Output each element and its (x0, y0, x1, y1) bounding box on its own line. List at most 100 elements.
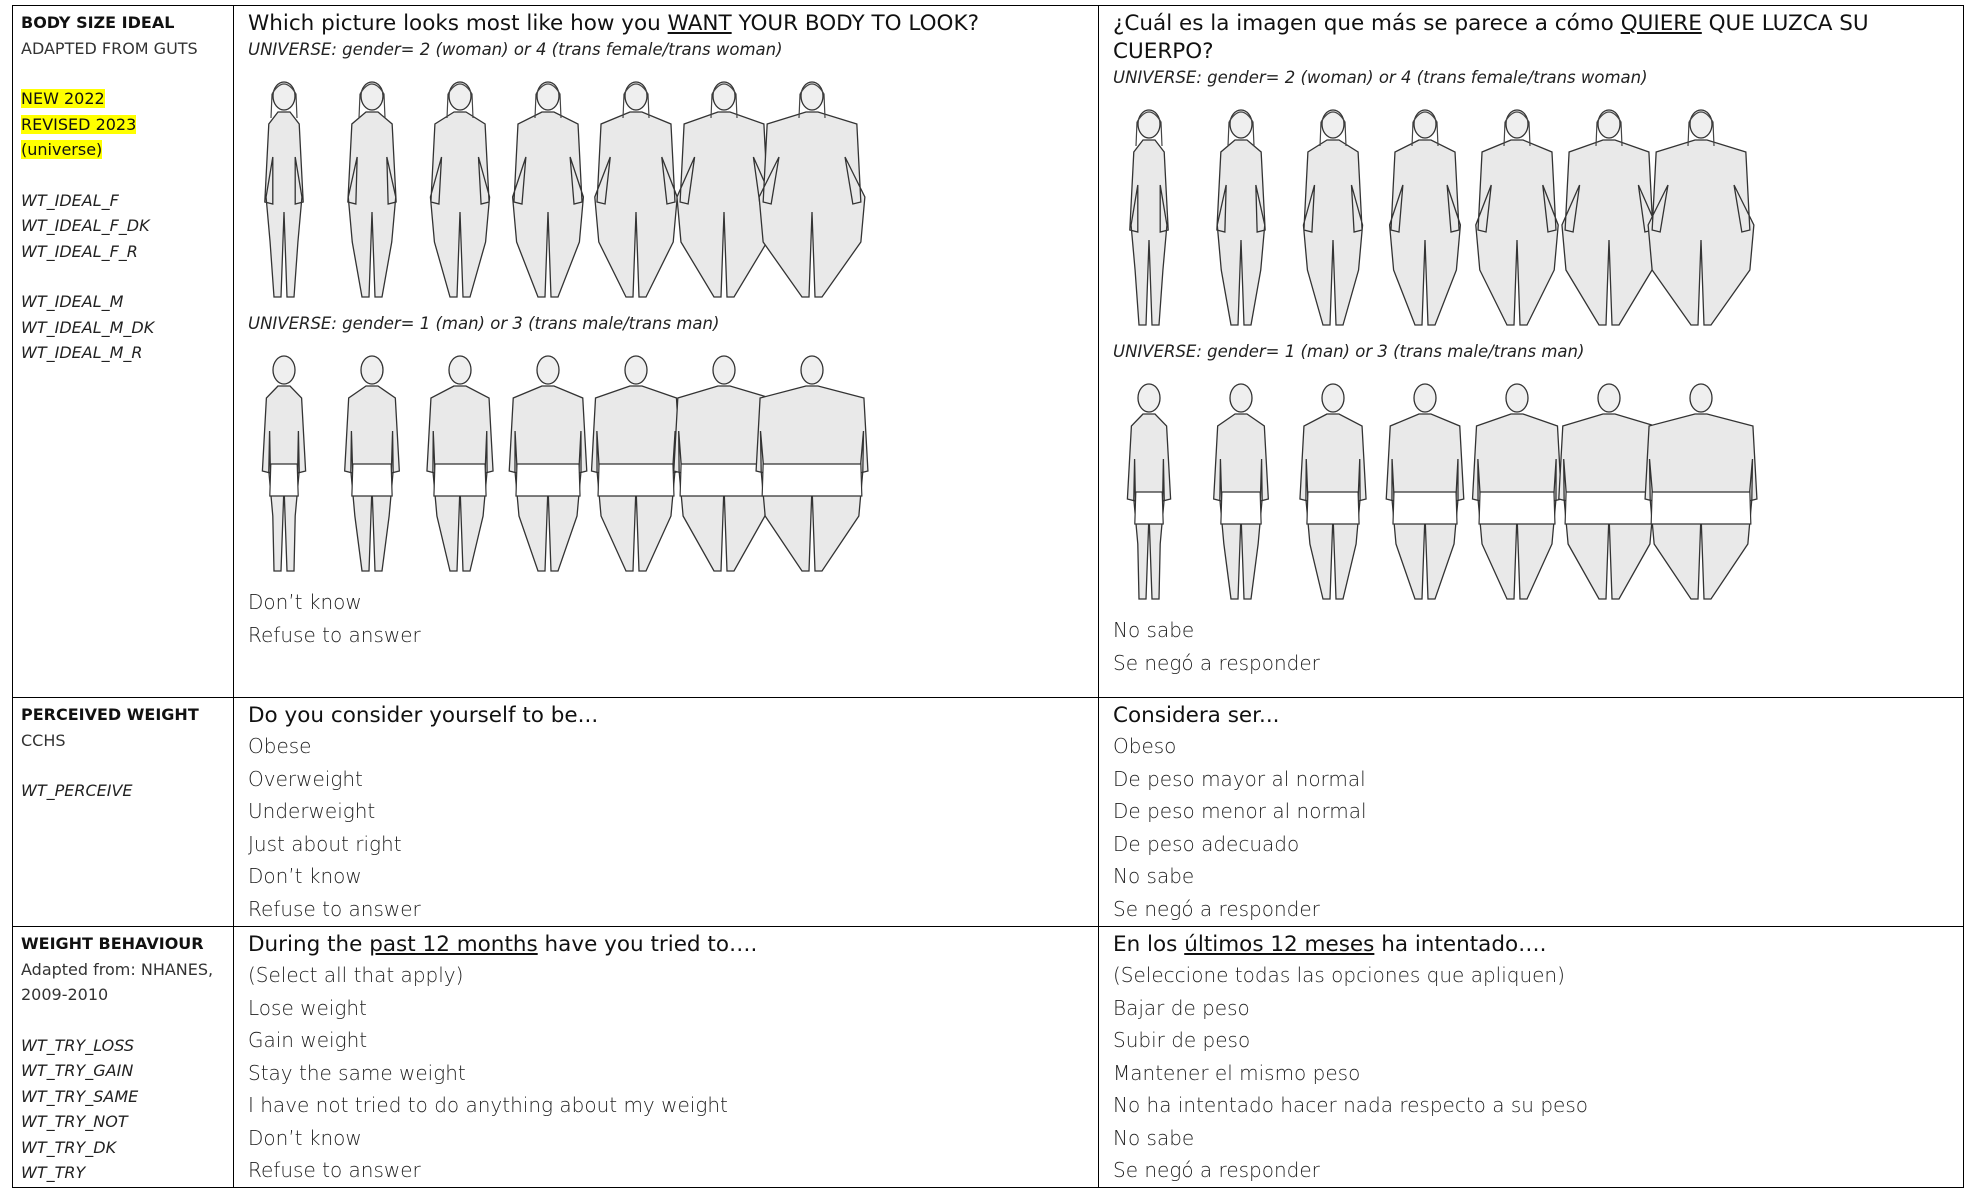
variable-name: WT_IDEAL_F (21, 190, 119, 210)
figure-head (1689, 109, 1713, 139)
question-part: have you tried to…. (537, 932, 758, 957)
figure-head (1597, 383, 1621, 413)
spanish-cell: ¿Cuál es la imagen que más se parece a c… (1098, 5, 1964, 698)
body-figure (755, 355, 869, 572)
figure-head (800, 355, 824, 385)
figure-shorts (1306, 491, 1360, 525)
questionnaire-table: BODY SIZE IDEAL ADAPTED FROM GUTS NEW 2022… (12, 5, 1964, 1188)
question: En los últimos 12 meses ha intentado…. (1113, 931, 1949, 959)
figure-head (448, 355, 472, 385)
variable-group: WT_IDEAL_M WT_IDEAL_M_DK WT_IDEAL_M_R (21, 289, 227, 366)
figure-hair (1411, 111, 1439, 147)
figure-head (1413, 383, 1437, 413)
figure-head (1413, 109, 1437, 139)
table-body: BODY SIZE IDEAL ADAPTED FROM GUTS NEW 2022… (12, 5, 1964, 1188)
figure-head (1505, 109, 1529, 139)
body-figure (676, 81, 772, 298)
variable-group: WT_TRY_LOSS WT_TRY_GAIN WT_TRY_SAME WT_TRY_… (21, 1033, 227, 1186)
figure-body (1647, 139, 1755, 326)
figure-hair (358, 83, 386, 119)
body-figure (1471, 383, 1563, 600)
section-source: Adapted from: NHANES, 2009-2010 (21, 959, 214, 1005)
figure-hair (1687, 111, 1715, 147)
note-line: REVISED 2023 (21, 112, 227, 138)
figure-hair (622, 83, 650, 119)
answer-option: I have not tried to do anything about my… (248, 1093, 728, 1117)
variable-name: WT_TRY_DK (21, 1137, 117, 1157)
body-figure (1388, 109, 1462, 326)
figure-head (1137, 383, 1161, 413)
figure-head (1137, 109, 1161, 139)
label-cell: WEIGHT BEHAVIOUR Adapted from: NHANES, 20… (12, 926, 234, 1188)
body-figure (1647, 109, 1755, 326)
question-part: En los (1113, 932, 1185, 957)
spanish-cell: En los últimos 12 meses ha intentado…. (S… (1098, 926, 1964, 1188)
answer-option: Obeso (1113, 734, 1177, 758)
figure-head (712, 81, 736, 111)
question-part: ha intentado…. (1374, 932, 1547, 957)
body-figure (347, 81, 397, 298)
figure-head (624, 355, 648, 385)
answer-option: Refuse to answer (248, 1158, 421, 1182)
body-figure (1561, 109, 1657, 326)
figure-shorts (761, 463, 863, 497)
figure-body (264, 111, 304, 298)
figure-shorts (1220, 491, 1262, 525)
answer-option: No sabe (1113, 1125, 1195, 1150)
variable-name: WT_TRY_NOT (21, 1112, 128, 1131)
figure-head (536, 355, 560, 385)
highlight-note: (universe) (21, 140, 103, 159)
figure-head (360, 81, 384, 111)
figure-head (1689, 383, 1713, 413)
question-part: ¿Cuál es la imagen que más se parece a c… (1113, 11, 1621, 36)
answer-option: De peso adecuado (1113, 831, 1300, 856)
variable-group: WT_PERCEIVE (21, 778, 227, 804)
question-part: últimos 12 meses (1184, 932, 1375, 957)
variable-name: WT_IDEAL_M_R (21, 343, 143, 362)
question-part: WANT (667, 11, 732, 36)
figure-head (624, 81, 648, 111)
figure-shorts (1478, 491, 1556, 525)
english-cell: During the past 12 months have you tried… (233, 926, 1099, 1188)
question: Do you consider yourself to be... (248, 702, 1084, 730)
question-part: During the (248, 932, 370, 957)
variable-name: WT_IDEAL_F_DK (21, 216, 150, 235)
figure-head (1321, 383, 1345, 413)
figure-body (1302, 139, 1364, 326)
figure-body (758, 111, 866, 298)
figure-body (1129, 139, 1169, 326)
variable-name: WT_TRY_SAME (21, 1086, 139, 1106)
figure-head (360, 355, 384, 385)
answer-option: Lose weight (248, 995, 367, 1020)
answer-option: De peso menor al normal (1113, 799, 1367, 823)
answer-option: No sabe (1113, 618, 1195, 642)
variable-name: WT_TRY_LOSS (21, 1035, 135, 1055)
label-cell: PERCEIVED WEIGHT CCHS WT_PERCEIVE (12, 697, 234, 927)
table-row: PERCEIVED WEIGHT CCHS WT_PERCEIVE Do you co… (12, 697, 1964, 927)
body-figure (1216, 109, 1266, 326)
question-part: YOUR BODY TO LOOK? (731, 11, 979, 36)
question-part: Which picture looks most like how you (248, 11, 668, 36)
figure-shorts (1392, 491, 1458, 525)
answer-option: Stay the same weight (248, 1060, 466, 1085)
universe-note: UNIVERSE: gender= 2 (woman) or 4 (trans … (248, 40, 783, 59)
female-figures (1129, 109, 1755, 326)
figure-shorts (515, 463, 581, 497)
body-figure (426, 355, 494, 572)
figure-body (676, 111, 772, 298)
figure-shorts (433, 463, 487, 497)
english-cell: Which picture looks most like how you WA… (233, 5, 1099, 698)
answer-option: Se negó a responder (1113, 896, 1320, 921)
answer-option: Se negó a responder (1113, 1158, 1320, 1182)
highlight-block: NEW 2022 REVISED 2023 (universe) (21, 86, 227, 163)
answer-option: (Select all that apply) (248, 963, 464, 987)
variable-name: WT_TRY (21, 1163, 86, 1182)
answer-option: (Seleccione todas las opciones que apliq… (1113, 963, 1565, 987)
answer-option: Obese (248, 734, 312, 758)
figure-head (800, 81, 824, 111)
figure-body (1561, 139, 1657, 326)
body-figure (1385, 383, 1465, 600)
figure-hair (710, 83, 738, 119)
figure-head (712, 355, 736, 385)
